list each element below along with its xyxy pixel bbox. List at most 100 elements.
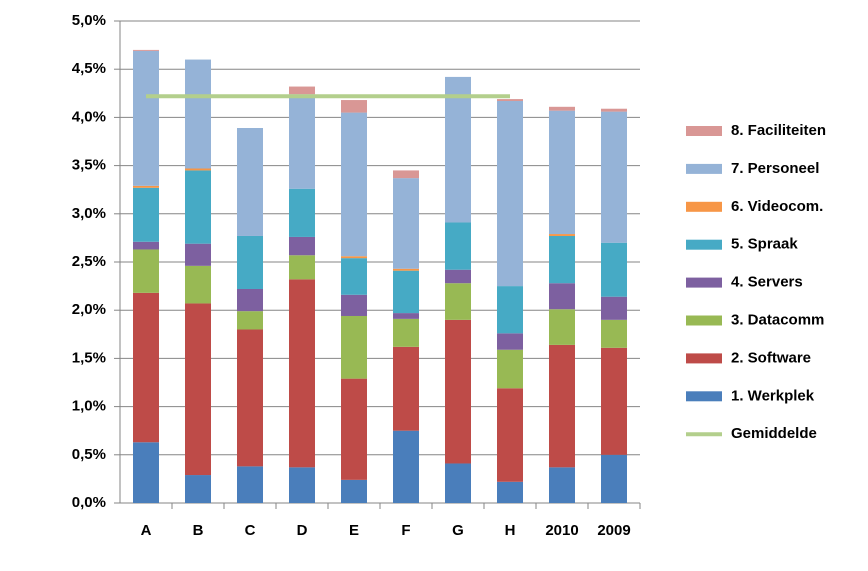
bar-segment (549, 467, 575, 503)
bar-segment (237, 329, 263, 467)
bar-segment (237, 235, 263, 289)
bar-segment (133, 187, 159, 242)
bar-segment (549, 106, 575, 111)
bar-segment (549, 234, 575, 236)
y-tick-label: 3,0% (72, 205, 106, 222)
bar-segment (445, 283, 471, 320)
y-tick-label: 4,0% (72, 108, 106, 125)
bar-segment (237, 288, 263, 312)
bar-segment (497, 286, 523, 334)
bar-segment (185, 59, 211, 169)
bar-segment (341, 112, 367, 257)
legend-swatch (686, 391, 722, 402)
bar-segment (289, 94, 315, 189)
bar-segment (133, 249, 159, 293)
bar-segment (393, 170, 419, 179)
y-tick-label: 5,0% (72, 12, 106, 29)
legend-label: 4. Servers (731, 274, 803, 291)
bar-segment (393, 270, 419, 314)
x-tick-label: F (401, 522, 410, 539)
bar-segment (445, 319, 471, 464)
y-tick-label: 1,5% (72, 349, 106, 366)
legend-swatch (686, 315, 722, 326)
bar-segment (549, 309, 575, 345)
bar-segment (185, 243, 211, 266)
bar-segment (601, 454, 627, 503)
bar-segment (289, 236, 315, 256)
legend-label: 3. Datacomm (731, 311, 824, 328)
bar-segment (549, 283, 575, 310)
legend-label: 7. Personeel (731, 160, 819, 177)
legend-label: 6. Videocom. (731, 198, 823, 215)
y-tick-label: 4,5% (72, 60, 106, 77)
bar-segment (341, 479, 367, 503)
y-tick-label: 3,5% (72, 157, 106, 174)
bar-segment (601, 319, 627, 348)
bar-segment (289, 255, 315, 280)
legend-swatch (686, 239, 722, 250)
bar-segment (497, 101, 523, 287)
x-tick-label: A (141, 522, 152, 539)
bar-segment (341, 256, 367, 259)
bar-segment (289, 467, 315, 503)
bar-segment (393, 346, 419, 431)
bar-segment (601, 108, 627, 112)
bar-segment (185, 168, 211, 171)
bar-segment (185, 475, 211, 503)
legend-label: 5. Spraak (731, 236, 798, 253)
legend-swatch (686, 163, 722, 174)
bar-segment (393, 318, 419, 347)
y-tick-label: 0,5% (72, 446, 106, 463)
y-tick-label: 0,0% (72, 494, 106, 511)
x-tick-label: 2010 (545, 522, 578, 539)
legend-swatch (686, 201, 722, 212)
bar-segment (341, 258, 367, 295)
bar-segment (133, 292, 159, 443)
legend-label: Gemiddelde (731, 425, 817, 442)
bar-segment (601, 111, 627, 243)
bar-segment (237, 466, 263, 503)
bar-segment (289, 86, 315, 95)
bar-segment (133, 49, 159, 51)
bar-segment (185, 265, 211, 304)
bar-segment (497, 333, 523, 350)
legend-label: 8. Faciliteiten (731, 122, 826, 139)
y-tick-label: 1,0% (72, 398, 106, 415)
bar-segment (393, 268, 419, 271)
bar-segment (393, 430, 419, 503)
bar-segment (549, 110, 575, 235)
bar-segment (601, 296, 627, 320)
bar-segment (133, 241, 159, 250)
bar-segment (445, 76, 471, 223)
bar-segment (133, 185, 159, 188)
bar-segment (341, 378, 367, 480)
x-tick-label: B (193, 522, 204, 539)
bar-segment (497, 481, 523, 503)
y-tick-label: 2,0% (72, 301, 106, 318)
bar-segment (445, 463, 471, 503)
legend-swatch (686, 277, 722, 288)
bar-segment (185, 170, 211, 244)
bar-segment (497, 349, 523, 389)
x-tick-label: D (297, 522, 308, 539)
bar-segment (133, 442, 159, 503)
bar-segment (497, 99, 523, 102)
x-tick-label: C (245, 522, 256, 539)
bar-segment (237, 311, 263, 330)
legend-label: 2. Software (731, 349, 811, 366)
bar-segment (237, 128, 263, 236)
x-tick-label: G (452, 522, 464, 539)
bar-segment (341, 100, 367, 113)
bar-segment (601, 347, 627, 455)
bar-segment (393, 178, 419, 269)
legend-swatch (686, 126, 722, 136)
x-tick-label: E (349, 522, 359, 539)
bar-segment (289, 279, 315, 468)
y-tick-label: 2,5% (72, 253, 106, 270)
bar-segment (497, 388, 523, 482)
legend-swatch (686, 353, 722, 364)
bar-segment (445, 222, 471, 270)
x-tick-label: 2009 (597, 522, 630, 539)
bar-segment (289, 188, 315, 237)
